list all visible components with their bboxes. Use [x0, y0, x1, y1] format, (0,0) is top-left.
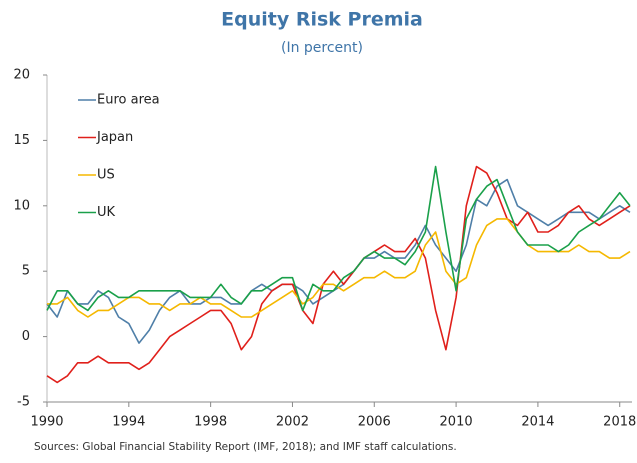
- x-tick-label: 2006: [358, 415, 391, 430]
- y-tick-label: 20: [13, 68, 30, 83]
- y-tick-label: -5: [17, 395, 30, 410]
- series-line: [46, 178, 631, 344]
- x-tick-label: 1994: [112, 415, 145, 430]
- x-tick-label: 1990: [30, 415, 63, 430]
- legend-label: US: [97, 168, 115, 183]
- source-note: Sources: Global Financial Stability Repo…: [34, 441, 457, 453]
- chart-subtitle: (In percent): [281, 40, 363, 56]
- chart-title: Equity Risk Premia: [221, 9, 423, 31]
- x-tick-label: 2014: [521, 415, 554, 430]
- y-tick-label: 10: [13, 198, 30, 213]
- legend-label: Japan: [96, 130, 133, 145]
- x-tick-label: 1998: [194, 415, 227, 430]
- x-tick-label: 2002: [276, 415, 309, 430]
- y-tick-label: 15: [13, 133, 30, 148]
- legend-label: UK: [97, 205, 116, 220]
- series-line: [46, 165, 631, 384]
- x-tick-label: 2018: [603, 415, 636, 430]
- x-tick-label: 2010: [440, 415, 473, 430]
- series-line: [46, 165, 631, 312]
- series-line: [47, 218, 631, 318]
- legend-label: Euro area: [97, 93, 160, 108]
- y-tick-label: 0: [22, 329, 30, 344]
- y-tick-label: 5: [22, 264, 30, 279]
